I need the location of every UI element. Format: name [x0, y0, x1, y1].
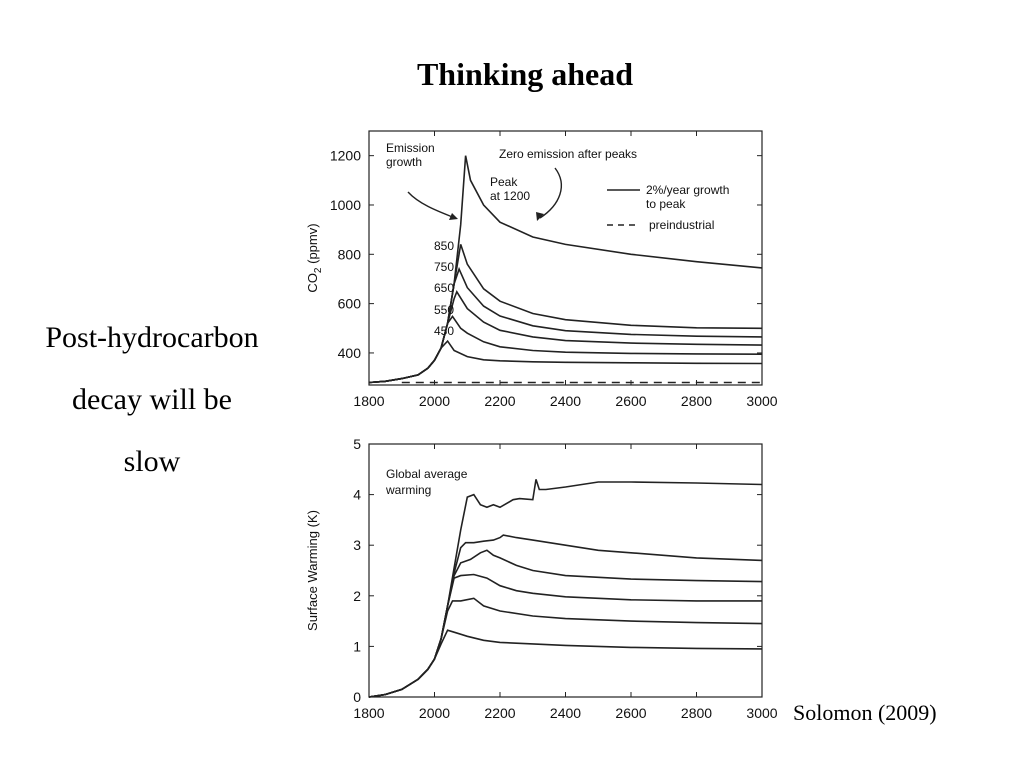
- peak-label: 750: [434, 260, 454, 274]
- series-line: [368, 315, 763, 384]
- legend-label: 2%/year growth: [646, 183, 729, 197]
- x-tick-label: 2400: [550, 705, 581, 721]
- x-tick-label: 2800: [681, 705, 712, 721]
- series-line: [368, 549, 763, 698]
- x-tick-label: 2200: [484, 393, 515, 409]
- annotation-global-average: warming: [385, 483, 431, 497]
- series-line: [368, 339, 763, 384]
- x-tick-label: 2600: [615, 393, 646, 409]
- y-tick-label: 1200: [330, 148, 361, 164]
- series-line: [368, 534, 763, 698]
- annotation-emission-growth: growth: [386, 155, 422, 169]
- series-line: [368, 629, 763, 698]
- x-tick-label: 2800: [681, 393, 712, 409]
- x-tick-label: 3000: [746, 393, 777, 409]
- citation: Solomon (2009): [793, 700, 937, 725]
- x-tick-label: 2200: [484, 705, 515, 721]
- legend-label: preindustrial: [649, 218, 714, 232]
- y-axis-label: CO2 (ppmv): [305, 223, 324, 292]
- annotation-peak: at 1200: [490, 189, 530, 203]
- arrow: [407, 191, 456, 219]
- y-tick-label: 600: [338, 296, 362, 312]
- y-tick-label: 3: [353, 537, 361, 553]
- y-tick-label: 4: [353, 487, 361, 503]
- arrow: [539, 167, 563, 219]
- series-line: [368, 266, 763, 384]
- y-tick-label: 1: [353, 638, 361, 654]
- side-caption-line: decay will be: [72, 383, 232, 416]
- peak-label: 550: [434, 303, 454, 317]
- x-tick-label: 2400: [550, 393, 581, 409]
- y-tick-label: 5: [353, 436, 361, 452]
- x-tick-label: 3000: [746, 705, 777, 721]
- arrow-head: [449, 213, 458, 220]
- plot-frame: [368, 443, 763, 698]
- x-tick-label: 2600: [615, 705, 646, 721]
- x-tick-label: 2000: [419, 393, 450, 409]
- y-tick-label: 1000: [330, 197, 361, 213]
- x-tick-label: 1800: [353, 705, 384, 721]
- co2-chart: 1800 2000 2200 2400 2600 2800 3000 400 600 800 100…: [305, 130, 778, 409]
- plot-frame: [368, 130, 763, 386]
- series-line: [368, 479, 763, 698]
- y-tick-label: 800: [338, 246, 362, 262]
- peak-label: 450: [434, 324, 454, 338]
- arrow-head: [536, 212, 544, 221]
- peak-label: 650: [434, 281, 454, 295]
- annotation-emission-growth: Emission: [386, 141, 435, 155]
- series-line: [368, 573, 762, 698]
- peak-label: 850: [434, 239, 454, 253]
- annotation-global-average: Global average: [386, 467, 468, 481]
- side-caption: Post-hydrocarbon decay will be slow: [12, 307, 292, 493]
- warming-chart: 1800 2000 2200 2400 2600 2800 3000 0 1 2 3 4 5 Surfac…: [305, 436, 778, 721]
- annotation-peak: Peak: [490, 175, 518, 189]
- y-tick-label: 0: [353, 689, 361, 705]
- y-tick-label: 400: [338, 345, 362, 361]
- y-axis-label: Surface Warming (K): [305, 510, 320, 631]
- y-tick-label: 2: [353, 588, 361, 604]
- x-tick-label: 1800: [353, 393, 384, 409]
- x-tick-label: 2000: [419, 705, 450, 721]
- side-caption-line: slow: [123, 445, 181, 478]
- slide-title: Thinking ahead: [416, 56, 634, 92]
- annotation-zero-emission: Zero emission after peaks: [499, 147, 637, 161]
- legend-label: to peak: [646, 197, 686, 211]
- side-caption-line: Post-hydrocarbon: [45, 321, 259, 354]
